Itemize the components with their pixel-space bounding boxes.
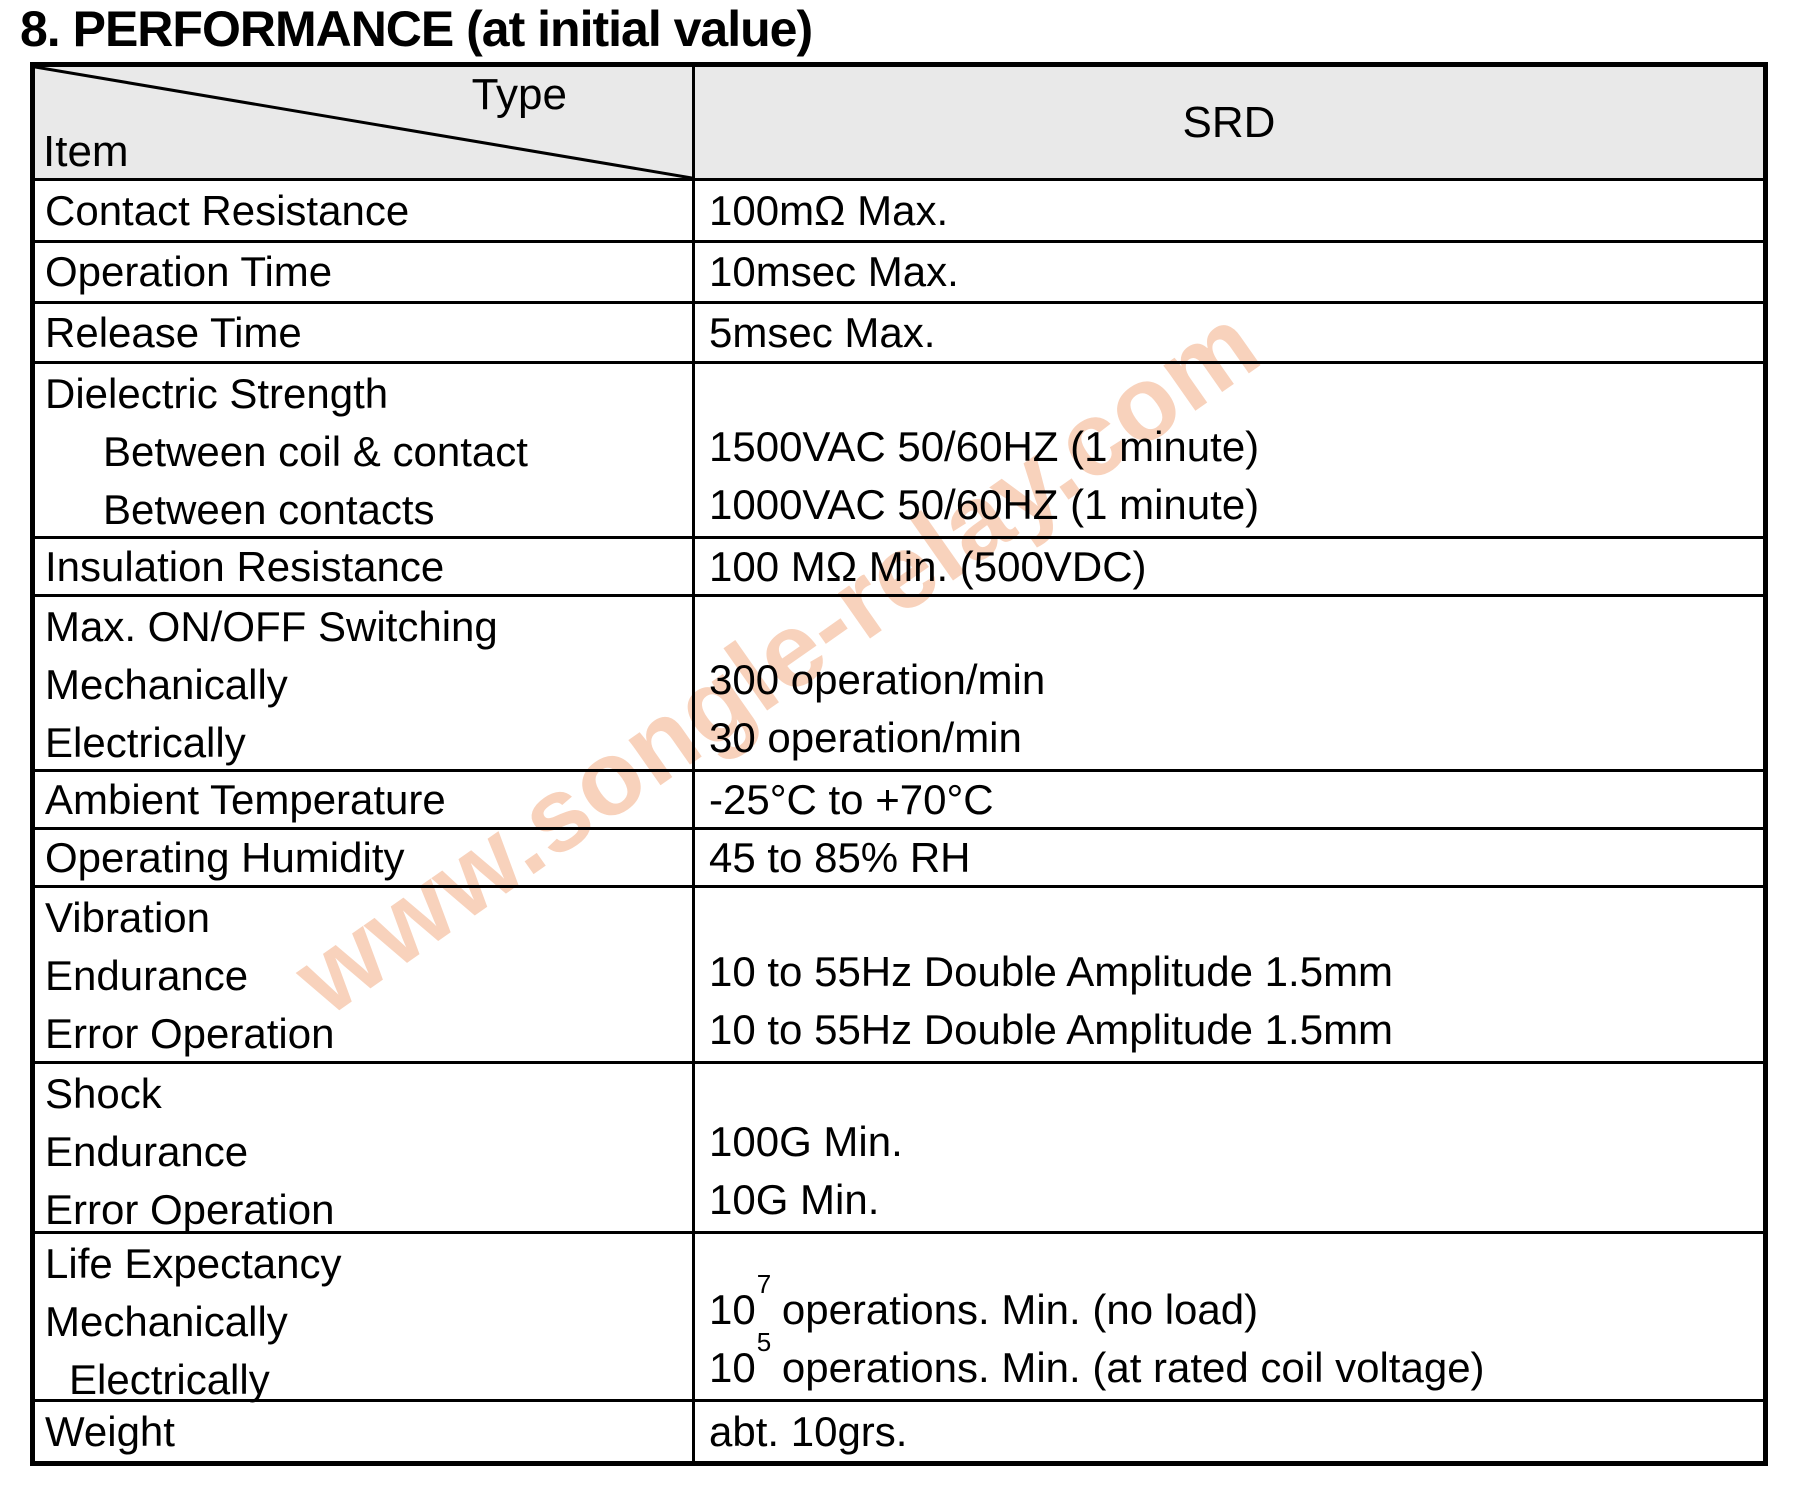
value-text: 100G Min. — [709, 1118, 903, 1165]
value-text: 10 to 55Hz Double Amplitude 1.5mm — [709, 948, 1394, 995]
table-row: Life Expectancy Mechanically Electricall… — [35, 1234, 1763, 1403]
header-srd-label: SRD — [1182, 97, 1276, 147]
item-label: Vibration — [45, 894, 211, 941]
table-row: Ambient Temperature -25°C to +70°C — [35, 772, 1763, 830]
item-subline: Between coil & contact — [103, 428, 528, 475]
item-label: Shock — [45, 1070, 162, 1117]
page-title: 8. PERFORMANCE (at initial value) — [20, 1, 813, 57]
item-subline: Endurance — [45, 1128, 249, 1175]
table-row: Vibration Endurance Error Operation 10 t… — [35, 888, 1763, 1064]
item-label: Release Time — [45, 308, 302, 356]
performance-table: Type Item SRD Contact Resistance 100mΩ M… — [30, 62, 1768, 1466]
value-text: 100 MΩ Min. (500VDC) — [709, 542, 1147, 590]
item-label: Ambient Temperature — [45, 775, 446, 823]
table-row: Contact Resistance 100mΩ Max. — [35, 181, 1763, 243]
header-srd-cell: SRD — [692, 67, 1763, 178]
item-label: Max. ON/OFF Switching — [45, 603, 498, 650]
diagonal-divider-line — [35, 67, 692, 178]
item-subline: Mechanically — [45, 661, 288, 708]
table-row: Operating Humidity 45 to 85% RH — [35, 830, 1763, 888]
table-row: Dielectric Strength Between coil & conta… — [35, 364, 1763, 539]
value-text: 300 operation/min — [709, 656, 1046, 703]
value-text: 100mΩ Max. — [709, 186, 949, 234]
item-label: Dielectric Strength — [45, 370, 389, 417]
item-subline: Endurance — [45, 952, 249, 999]
item-subline: Error Operation — [45, 1186, 335, 1233]
value-text: -25°C to +70°C — [709, 775, 994, 823]
item-label: Life Expectancy — [45, 1240, 342, 1287]
header-type-label: Type — [471, 70, 567, 119]
header-item-label: Item — [43, 127, 129, 176]
value-text: 5msec Max. — [709, 308, 936, 356]
item-subline: Electrically — [69, 1356, 270, 1403]
item-label: Operating Humidity — [45, 833, 405, 881]
table-row: Insulation Resistance 100 MΩ Min. (500VD… — [35, 539, 1763, 597]
value-text: 1500VAC 50/60HZ (1 minute) — [709, 423, 1260, 470]
value-text: 45 to 85% RH — [709, 833, 971, 881]
table-row: Operation Time 10msec Max. — [35, 243, 1763, 304]
item-label: Weight — [45, 1407, 175, 1455]
value-text: 1000VAC 50/60HZ (1 minute) — [709, 481, 1260, 528]
exponent: 7 — [756, 1269, 772, 1299]
value-text: abt. 10grs. — [709, 1407, 908, 1455]
value-text: 10msec Max. — [709, 248, 959, 295]
table-header-row: Type Item SRD — [35, 67, 1763, 181]
exponent: 5 — [756, 1327, 772, 1357]
item-label: Insulation Resistance — [45, 542, 445, 590]
table-row: Release Time 5msec Max. — [35, 304, 1763, 364]
item-subline: Error Operation — [45, 1010, 335, 1057]
item-subline: Between contacts — [103, 486, 435, 533]
header-item-type-cell: Type Item — [35, 67, 692, 178]
table-row: Shock Endurance Error Operation 100G Min… — [35, 1064, 1763, 1234]
value-text: 10G Min. — [709, 1176, 880, 1223]
item-label: Contact Resistance — [45, 186, 410, 234]
value-text: 30 operation/min — [709, 714, 1022, 761]
value-text: 107 operations. Min. (no load) — [709, 1269, 1259, 1333]
item-subline: Mechanically — [45, 1298, 288, 1345]
table-row: Weight abt. 10grs. — [35, 1402, 1763, 1461]
value-text: 105 operations. Min. (at rated coil volt… — [709, 1327, 1485, 1391]
item-label: Operation Time — [45, 248, 333, 295]
value-text: 10 to 55Hz Double Amplitude 1.5mm — [709, 1006, 1394, 1053]
item-subline: Electrically — [45, 719, 246, 766]
table-row: Max. ON/OFF Switching Mechanically Elect… — [35, 597, 1763, 772]
